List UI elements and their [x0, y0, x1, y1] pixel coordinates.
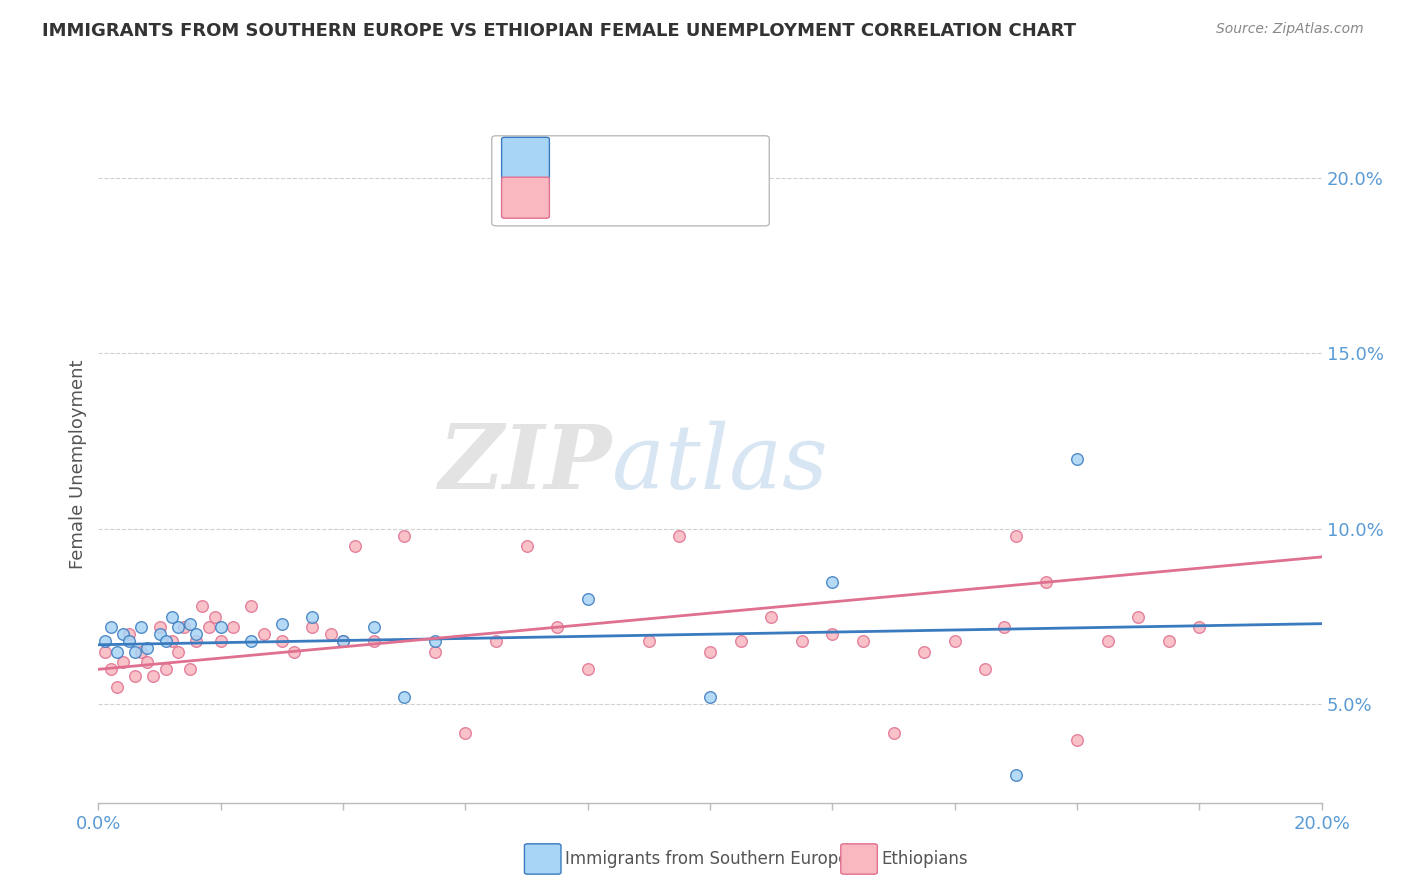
Point [191, 599, 214, 613]
Point [222, 620, 245, 634]
Point [118, 634, 141, 648]
Point [124, 669, 146, 683]
Text: IMMIGRANTS FROM SOUTHERN EUROPE VS ETHIOPIAN FEMALE UNEMPLOYMENT CORRELATION CHA: IMMIGRANTS FROM SOUTHERN EUROPE VS ETHIO… [42, 22, 1076, 40]
Text: atlas: atlas [612, 420, 828, 508]
Point [149, 627, 172, 641]
Point [821, 574, 844, 589]
Text: Immigrants from Southern Europe: Immigrants from Southern Europe [565, 850, 849, 868]
Point [576, 662, 599, 676]
Point [105, 645, 128, 659]
Point [142, 669, 165, 683]
Point [363, 620, 385, 634]
Point [105, 680, 128, 694]
Point [186, 627, 208, 641]
Point [111, 627, 134, 641]
Point [759, 609, 782, 624]
Point [1066, 451, 1088, 466]
Point [993, 620, 1015, 634]
Point [197, 620, 219, 634]
Point [124, 645, 146, 659]
Point [1004, 767, 1026, 781]
Point [136, 641, 159, 656]
Point [454, 725, 477, 739]
Point [516, 540, 538, 554]
Text: ZIP: ZIP [439, 421, 612, 507]
Point [93, 634, 115, 648]
Point [546, 620, 568, 634]
Point [252, 627, 274, 641]
Point [576, 592, 599, 607]
Point [423, 634, 446, 648]
Text: Ethiopians: Ethiopians [882, 850, 969, 868]
Point [943, 634, 966, 648]
Point [160, 609, 183, 624]
Point [136, 655, 159, 669]
Point [173, 620, 195, 634]
Point [363, 634, 385, 648]
Point [821, 627, 844, 641]
Point [118, 627, 141, 641]
Point [1097, 634, 1119, 648]
Point [240, 634, 263, 648]
Point [1035, 574, 1057, 589]
Point [852, 634, 875, 648]
Y-axis label: Female Unemployment: Female Unemployment [69, 359, 87, 568]
Point [1157, 634, 1180, 648]
Point [270, 634, 292, 648]
Text: Source: ZipAtlas.com: Source: ZipAtlas.com [1216, 22, 1364, 37]
Point [974, 662, 997, 676]
Point [1066, 732, 1088, 747]
Point [129, 620, 152, 634]
Point [167, 620, 190, 634]
Point [301, 609, 323, 624]
Point [186, 634, 208, 648]
Point [319, 627, 342, 641]
Point [790, 634, 813, 648]
Point [167, 645, 190, 659]
Point [283, 645, 305, 659]
Point [668, 529, 690, 543]
Point [1128, 609, 1150, 624]
Point [179, 616, 201, 631]
Point [100, 662, 122, 676]
Point [155, 634, 177, 648]
Point [179, 662, 201, 676]
Point [93, 645, 115, 659]
Point [129, 645, 152, 659]
Point [270, 616, 292, 631]
Point [392, 690, 416, 705]
Point [332, 634, 354, 648]
Point [423, 645, 446, 659]
Point [111, 655, 134, 669]
Point [209, 634, 232, 648]
Point [392, 529, 416, 543]
Point [699, 690, 721, 705]
Text: R = 0.097   N = 27: R = 0.097 N = 27 [558, 149, 742, 167]
Point [100, 620, 122, 634]
Point [240, 599, 263, 613]
Point [883, 725, 905, 739]
Point [1004, 529, 1026, 543]
Point [344, 540, 367, 554]
Point [332, 634, 354, 648]
Point [301, 620, 323, 634]
Point [637, 634, 661, 648]
Point [204, 609, 226, 624]
Point [1188, 620, 1211, 634]
Point [912, 645, 935, 659]
Point [149, 620, 172, 634]
Point [730, 634, 752, 648]
Point [699, 645, 721, 659]
Point [160, 634, 183, 648]
Point [155, 662, 177, 676]
Point [209, 620, 232, 634]
Text: R = 0.303   N = 57: R = 0.303 N = 57 [558, 189, 742, 207]
Point [485, 634, 508, 648]
